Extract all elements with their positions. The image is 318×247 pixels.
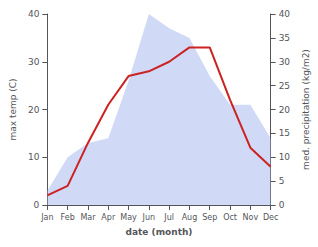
svg-text:25: 25	[279, 81, 290, 91]
svg-text:Nov: Nov	[243, 213, 259, 222]
svg-text:max temp (C): max temp (C)	[8, 78, 18, 140]
svg-text:Feb: Feb	[61, 213, 75, 222]
svg-text:0: 0	[279, 200, 285, 210]
svg-text:30: 30	[28, 57, 40, 67]
svg-text:30: 30	[279, 57, 291, 67]
svg-text:10: 10	[28, 152, 40, 162]
svg-text:Jul: Jul	[163, 213, 174, 222]
svg-text:40: 40	[279, 9, 291, 19]
svg-text:15: 15	[279, 128, 290, 138]
svg-text:20: 20	[28, 105, 40, 115]
svg-text:Jun: Jun	[142, 213, 156, 222]
svg-text:40: 40	[28, 9, 40, 19]
svg-text:Jan: Jan	[40, 213, 53, 222]
svg-text:Oct: Oct	[223, 213, 237, 222]
svg-text:May: May	[120, 213, 137, 222]
svg-text:Apr: Apr	[101, 213, 116, 222]
svg-text:Dec: Dec	[263, 213, 278, 222]
svg-text:5: 5	[279, 176, 285, 186]
svg-text:date (month): date (month)	[126, 227, 193, 237]
svg-text:10: 10	[279, 152, 291, 162]
svg-text:med. precipitation (kg/m2): med. precipitation (kg/m2)	[301, 49, 311, 170]
svg-text:20: 20	[279, 105, 291, 115]
svg-text:0: 0	[34, 200, 40, 210]
svg-text:35: 35	[279, 33, 290, 43]
svg-text:Sep: Sep	[202, 213, 217, 222]
svg-text:Aug: Aug	[182, 213, 198, 222]
svg-text:Mar: Mar	[80, 213, 96, 222]
